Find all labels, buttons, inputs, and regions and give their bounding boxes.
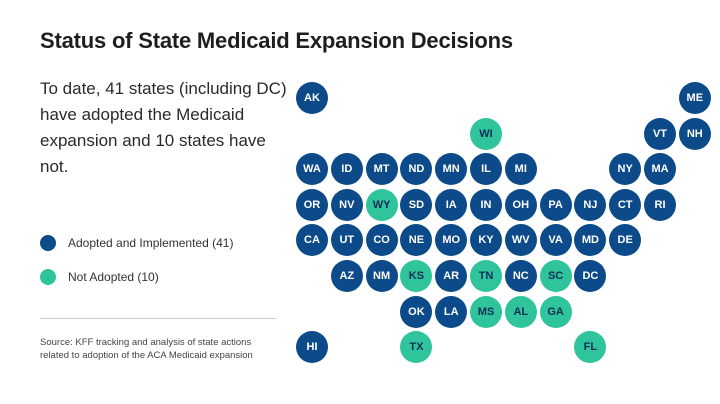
state-tile-ar: AR — [435, 260, 468, 292]
map-title: Status of State Medicaid Expansion Decis… — [40, 28, 513, 53]
state-tile-ga: GA — [539, 295, 572, 328]
legend-swatch-adopted — [40, 235, 56, 251]
state-tile-id: ID — [330, 153, 363, 186]
summary-text: To date, 41 states (including DC) have a… — [40, 79, 287, 176]
source-note: Source: KFF tracking and analysis of sta… — [40, 337, 253, 361]
state-tile-nm: NM — [365, 260, 398, 292]
state-tile-la: LA — [435, 295, 468, 328]
state-tile-wy: WY — [365, 188, 398, 221]
state-tile-dc: DC — [574, 260, 607, 292]
state-tile-wa: WA — [296, 153, 328, 186]
state-tile-vt: VT — [644, 117, 676, 150]
state-tile-co: CO — [365, 224, 398, 257]
state-tile-ne: NE — [400, 224, 433, 257]
state-tile-tx: TX — [400, 331, 433, 364]
state-tile-ok: OK — [400, 295, 433, 328]
state-tile-ct: CT — [609, 188, 642, 221]
state-tile-pa: PA — [539, 188, 572, 221]
state-tile-de: DE — [609, 224, 642, 257]
state-tile-fl: FL — [574, 331, 607, 364]
state-tile-va: VA — [539, 224, 572, 257]
state-tile-nd: ND — [400, 153, 433, 186]
legend-swatch-not-adopted — [40, 269, 56, 285]
state-tile-me: ME — [678, 82, 711, 114]
state-tile-nj: NJ — [574, 188, 607, 221]
state-tile-wv: WV — [504, 224, 537, 257]
legend-item-adopted: Adopted and Implemented (41) — [40, 235, 233, 251]
state-tile-ri: RI — [644, 188, 676, 221]
legend-label-not-adopted: Not Adopted (10) — [68, 270, 159, 284]
divider — [40, 318, 276, 319]
state-tile-ma: MA — [644, 153, 676, 186]
state-tile-al: AL — [504, 295, 537, 328]
state-tile-il: IL — [470, 153, 502, 186]
legend: Adopted and Implemented (41) Not Adopted… — [40, 235, 233, 303]
state-tile-mi: MI — [504, 153, 537, 186]
legend-item-not-adopted: Not Adopted (10) — [40, 269, 233, 285]
state-tile-tn: TN — [470, 260, 502, 292]
state-tile-mo: MO — [435, 224, 468, 257]
legend-label-adopted: Adopted and Implemented (41) — [68, 236, 234, 250]
state-tile-ia: IA — [435, 188, 468, 221]
state-tile-az: AZ — [330, 260, 363, 292]
state-tile-ky: KY — [470, 224, 502, 257]
state-tile-ks: KS — [400, 260, 433, 292]
state-tile-ak: AK — [296, 82, 328, 114]
state-tile-mt: MT — [365, 153, 398, 186]
state-tile-nc: NC — [504, 260, 537, 292]
state-tile-nh: NH — [678, 117, 711, 150]
state-tile-ny: NY — [609, 153, 642, 186]
state-tile-nv: NV — [330, 188, 363, 221]
state-tile-oh: OH — [504, 188, 537, 221]
state-tile-sc: SC — [539, 260, 572, 292]
state-tile-wi: WI — [470, 117, 502, 150]
state-tile-sd: SD — [400, 188, 433, 221]
state-tile-md: MD — [574, 224, 607, 257]
state-tile-hi: HI — [296, 331, 328, 364]
state-tile-in: IN — [470, 188, 502, 221]
state-tile-or: OR — [296, 188, 328, 221]
state-tile-mn: MN — [435, 153, 468, 186]
state-tile-ut: UT — [330, 224, 363, 257]
state-tile-ca: CA — [296, 224, 328, 257]
state-tile-ms: MS — [470, 295, 502, 328]
